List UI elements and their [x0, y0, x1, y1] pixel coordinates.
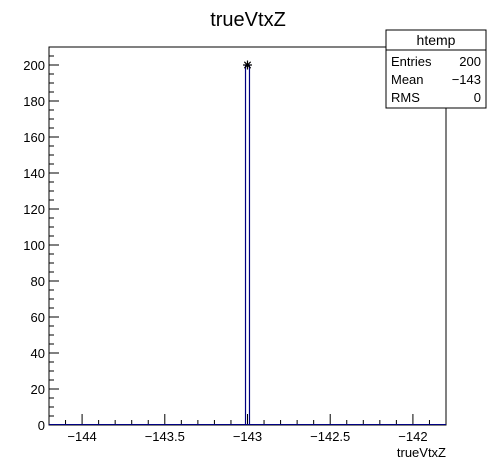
x-tick-label: −142 [398, 429, 427, 444]
x-tick-label: −143 [233, 429, 262, 444]
marker-stroke [243, 61, 252, 69]
y-tick-label: 100 [23, 238, 45, 253]
x-tick-label: −144 [67, 429, 96, 444]
stats-label-mean: Mean [391, 72, 424, 87]
chart-title: trueVtxZ [210, 9, 286, 31]
x-tick-label: −143.5 [145, 429, 185, 444]
histogram-bin [244, 64, 251, 425]
stats-box: htemp Entries 200 Mean −143 RMS 0 [385, 29, 487, 109]
y-tick-label: 60 [31, 310, 45, 325]
stats-label-entries: Entries [391, 54, 432, 69]
stats-label-rms: RMS [391, 90, 420, 105]
y-tick-label: 0 [38, 418, 45, 433]
x-axis: −144 −143.5 −143 −142.5 −142 [65, 414, 447, 444]
y-tick-label: 180 [23, 94, 45, 109]
stats-box-title: htemp [417, 32, 456, 48]
data-markers [243, 60, 252, 70]
x-tick-label: −142.5 [310, 429, 350, 444]
x-axis-label: trueVtxZ [397, 445, 446, 460]
y-tick-label: 200 [23, 58, 45, 73]
histogram-bars [49, 64, 446, 425]
y-tick-label: 20 [31, 382, 45, 397]
stats-value-entries: 200 [459, 54, 481, 69]
stats-box-frame [385, 29, 487, 109]
stats-value-rms: 0 [474, 90, 481, 105]
y-tick-label: 80 [31, 274, 45, 289]
y-axis: 0 20 40 60 80 100 120 140 160 180 200 [23, 55, 59, 433]
data-point-marker [243, 60, 252, 70]
y-tick-label: 120 [23, 202, 45, 217]
stats-value-mean: −143 [452, 72, 481, 87]
y-tick-label: 160 [23, 130, 45, 145]
y-tick-label: 40 [31, 346, 45, 361]
y-tick-label: 140 [23, 166, 45, 181]
